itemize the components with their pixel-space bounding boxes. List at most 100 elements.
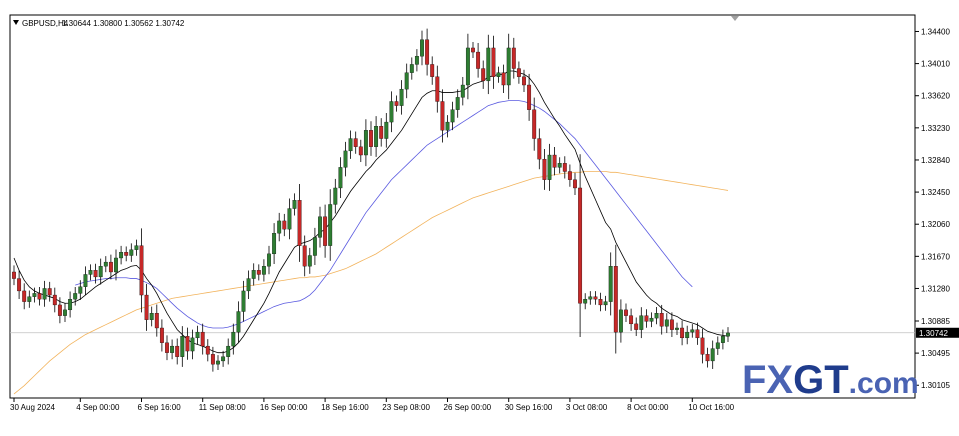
candle-body xyxy=(282,220,287,230)
candle xyxy=(425,28,430,76)
x-tick-label: 30 Sep 16:00 xyxy=(505,403,553,412)
candle-body xyxy=(323,216,328,246)
candle-body xyxy=(634,323,639,330)
candle xyxy=(618,299,623,343)
candle-body xyxy=(267,253,271,267)
ohlc-readout: 1.30644 1.30800 1.30562 1.30742 xyxy=(62,19,185,28)
candle-body xyxy=(369,130,373,147)
candle-body xyxy=(675,327,679,330)
candle xyxy=(93,263,98,284)
y-tick-label: 1.30105 xyxy=(921,381,950,390)
candle-body xyxy=(639,315,644,330)
candle-body xyxy=(159,327,164,343)
candle xyxy=(409,57,414,80)
candle-body xyxy=(210,354,215,365)
candle xyxy=(47,281,52,302)
candle xyxy=(511,37,516,79)
candle xyxy=(700,328,705,364)
candle xyxy=(389,91,394,133)
candle xyxy=(205,339,210,362)
candle-body xyxy=(139,245,144,296)
candle xyxy=(384,113,389,148)
candle-body xyxy=(358,146,363,156)
current-price-label: 1.30742 xyxy=(919,329,948,338)
candle xyxy=(190,329,195,360)
candle xyxy=(481,60,486,89)
candle-body xyxy=(404,72,409,90)
candle xyxy=(501,64,506,94)
candle xyxy=(639,307,644,339)
candle-body xyxy=(103,261,108,267)
candle xyxy=(37,287,42,306)
candle-body xyxy=(129,249,134,256)
candle xyxy=(63,303,67,323)
candle-body xyxy=(450,109,455,123)
candle xyxy=(149,306,154,327)
candle-body xyxy=(297,200,302,246)
candle-body xyxy=(542,158,547,180)
candle-body xyxy=(149,313,154,320)
candle-body xyxy=(649,317,654,322)
logo-wordmark: FXGT.com xyxy=(742,358,919,402)
candle xyxy=(175,338,180,365)
candle xyxy=(98,258,103,285)
candle xyxy=(567,164,572,187)
candle-body xyxy=(547,154,552,180)
candle xyxy=(103,256,108,273)
candle xyxy=(114,249,118,281)
candle xyxy=(210,346,215,372)
candle xyxy=(78,280,83,300)
candle-body xyxy=(685,331,690,339)
candle xyxy=(593,291,598,305)
current-price-tag xyxy=(916,327,959,338)
candle-body xyxy=(144,294,149,320)
candle xyxy=(465,33,470,100)
candle xyxy=(338,157,343,199)
candle-body xyxy=(465,47,470,86)
candle xyxy=(537,128,542,170)
candle-body xyxy=(256,270,261,275)
candle-body xyxy=(165,342,169,353)
candle-body xyxy=(527,84,532,110)
candle xyxy=(394,95,399,112)
candle-body xyxy=(261,266,266,275)
candle xyxy=(710,340,715,369)
candle-body xyxy=(588,296,593,300)
time-axis: 30 Aug 2024 4 Sep 00:00 6 Sep 16:00 11 Sep … xyxy=(10,398,735,412)
candle xyxy=(22,283,27,310)
candle-body xyxy=(583,299,588,304)
candle xyxy=(644,309,649,328)
candle xyxy=(557,157,562,174)
logo-fx: FX xyxy=(742,358,793,402)
plot-area xyxy=(9,14,916,399)
candle xyxy=(154,304,159,337)
candle xyxy=(251,263,256,286)
candle xyxy=(27,290,32,308)
y-tick-label: 1.33230 xyxy=(921,124,950,133)
x-tick-label: 8 Oct 00:00 xyxy=(627,403,669,412)
candle xyxy=(323,204,328,258)
candle xyxy=(328,189,333,261)
symbol-timeframe-label: GBPUSD,H4 xyxy=(22,19,69,28)
candle-body xyxy=(328,204,333,246)
candle xyxy=(669,312,674,338)
candle xyxy=(578,154,583,338)
candle xyxy=(348,130,353,159)
candle-body xyxy=(42,288,47,300)
x-tick-label: 30 Aug 2024 xyxy=(10,403,55,412)
candle xyxy=(180,326,185,367)
shift-marker-icon[interactable] xyxy=(731,16,739,21)
candle xyxy=(358,139,363,163)
candle xyxy=(108,254,113,280)
candle xyxy=(165,335,169,361)
candle-body xyxy=(47,288,52,296)
candle-body xyxy=(216,360,220,365)
candle-body xyxy=(603,301,608,306)
symbol-menu-icon[interactable] xyxy=(13,20,19,25)
candle xyxy=(374,116,379,157)
candle xyxy=(134,239,139,256)
candle xyxy=(690,324,695,338)
candle xyxy=(236,301,241,343)
candle-body xyxy=(613,266,618,333)
